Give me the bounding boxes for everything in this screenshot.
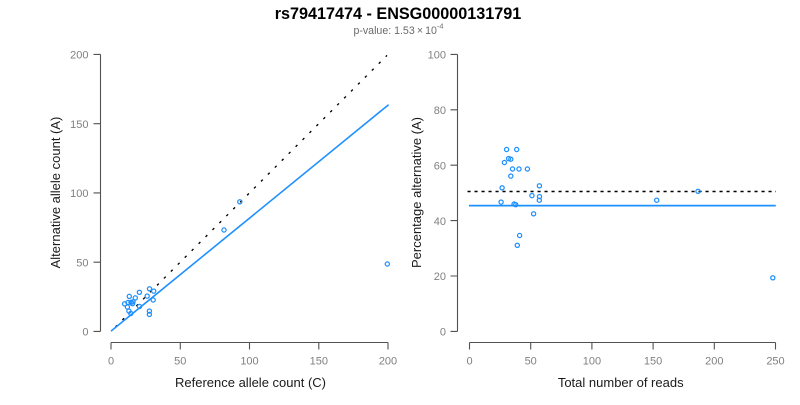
svg-text:200: 200 — [705, 356, 723, 368]
svg-text:50: 50 — [76, 257, 88, 269]
svg-text:80: 80 — [434, 105, 446, 117]
svg-text:100: 100 — [583, 356, 601, 368]
svg-text:100: 100 — [428, 50, 446, 62]
svg-text:p-value: 1.53 × 10-4: p-value: 1.53 × 10-4 — [353, 21, 443, 37]
svg-text:100: 100 — [70, 188, 88, 200]
svg-text:250: 250 — [766, 356, 784, 368]
svg-text:200: 200 — [379, 356, 397, 368]
svg-text:50: 50 — [525, 356, 537, 368]
svg-text:rs79417474 - ENSG00000131791: rs79417474 - ENSG00000131791 — [275, 5, 522, 23]
svg-text:200: 200 — [70, 50, 88, 62]
svg-text:Reference allele count (C): Reference allele count (C) — [175, 375, 326, 390]
svg-text:40: 40 — [434, 216, 446, 228]
svg-text:Total number of reads: Total number of reads — [558, 375, 684, 390]
svg-text:150: 150 — [310, 356, 328, 368]
svg-text:Percentage alternative (A): Percentage alternative (A) — [409, 117, 424, 268]
svg-text:Alternative allele count (A): Alternative allele count (A) — [48, 117, 63, 269]
svg-text:150: 150 — [644, 356, 662, 368]
svg-text:100: 100 — [240, 356, 258, 368]
svg-text:60: 60 — [434, 160, 446, 172]
svg-text:50: 50 — [174, 356, 186, 368]
svg-text:0: 0 — [82, 327, 88, 339]
svg-text:0: 0 — [466, 356, 472, 368]
svg-text:0: 0 — [108, 356, 114, 368]
svg-text:20: 20 — [434, 271, 446, 283]
svg-text:0: 0 — [440, 327, 446, 339]
svg-text:150: 150 — [70, 119, 88, 131]
